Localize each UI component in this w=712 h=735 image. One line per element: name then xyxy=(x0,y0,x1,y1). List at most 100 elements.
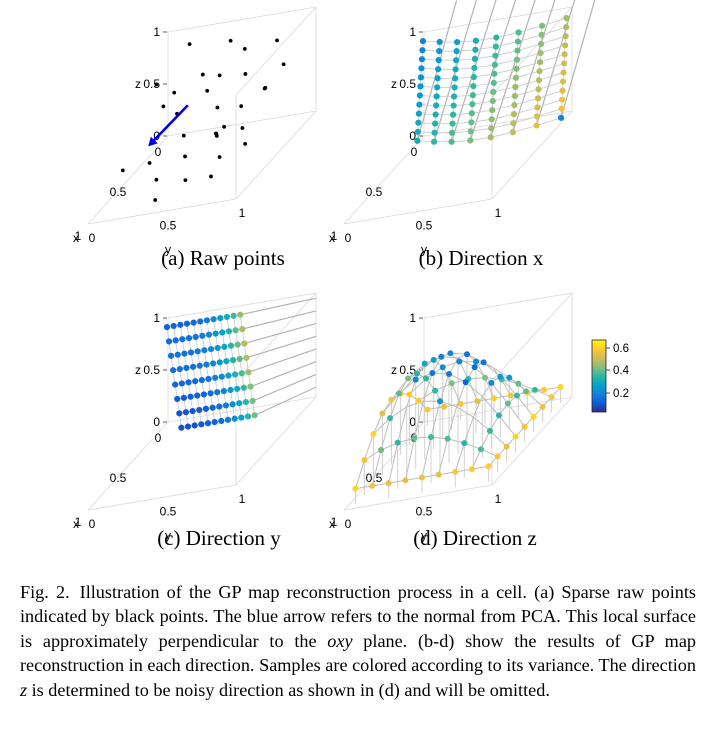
gp-sample xyxy=(198,421,205,428)
gp-sample xyxy=(468,466,475,473)
gp-line xyxy=(252,373,317,402)
gp-sample xyxy=(485,463,492,470)
gp-sample xyxy=(534,104,541,111)
gp-sample xyxy=(454,38,461,46)
gp-sample xyxy=(241,340,248,347)
gp-sample xyxy=(507,392,514,399)
gp-sample xyxy=(240,384,247,391)
raw-point xyxy=(154,177,159,182)
axis-box-line xyxy=(235,292,317,382)
gp-sample xyxy=(199,332,206,339)
z-tick-label: 0 xyxy=(409,129,416,143)
axis-box-line xyxy=(87,484,237,511)
x-tick-label: 0 xyxy=(155,431,162,445)
gp-sample xyxy=(494,453,501,460)
gp-sample xyxy=(480,359,487,366)
gp-sample xyxy=(419,47,426,54)
gp-sample xyxy=(539,403,546,410)
y-axis-label: y xyxy=(421,529,427,543)
gp-sample xyxy=(174,351,181,358)
gp-sample xyxy=(223,313,230,321)
axis-box-line xyxy=(491,110,573,200)
gp-sample xyxy=(491,395,497,402)
gp-sample xyxy=(468,110,475,117)
gp-sample xyxy=(470,73,477,81)
gp-sample xyxy=(196,406,203,414)
x-tick-label: 1 xyxy=(331,515,338,529)
gp-sample xyxy=(198,377,205,384)
x-tick-label: 1 xyxy=(331,229,338,243)
gp-sample xyxy=(174,395,181,403)
raw-point xyxy=(281,62,286,67)
gp-sample xyxy=(559,87,566,94)
gp-sample xyxy=(535,77,543,84)
gp-sample xyxy=(207,346,215,353)
gp-sample xyxy=(434,75,441,82)
gp-sample xyxy=(211,419,218,426)
gp-sample xyxy=(238,414,245,421)
gp-sample xyxy=(231,415,238,422)
gp-sample xyxy=(414,128,421,135)
x-axis-label: x xyxy=(73,517,79,531)
colorbar-gradient xyxy=(591,339,607,413)
y-tick-label: 0.5 xyxy=(160,505,177,519)
gp-sample xyxy=(497,373,504,380)
gp-sample xyxy=(388,396,395,403)
gp-sample xyxy=(560,69,567,76)
gp-sample xyxy=(563,14,570,22)
gp-sample xyxy=(187,349,195,356)
axis-box-line xyxy=(167,6,317,33)
gp-sample xyxy=(405,375,412,382)
raw-point xyxy=(153,198,158,202)
gp-sample xyxy=(203,361,210,368)
gp-sample xyxy=(224,416,232,423)
gp-sample xyxy=(178,380,185,387)
axis-box-line xyxy=(235,396,317,486)
gp-sample xyxy=(170,367,177,374)
gp-sample xyxy=(238,370,245,377)
gp-sample xyxy=(229,357,237,364)
caption-math-oxy: oxy xyxy=(327,630,353,651)
gp-sample xyxy=(176,410,183,417)
raw-point xyxy=(200,72,205,77)
gp-sample xyxy=(167,352,175,359)
axis-box-line xyxy=(343,135,425,225)
raw-point xyxy=(214,131,219,136)
raw-point xyxy=(242,47,247,51)
gp-sample xyxy=(239,326,246,333)
gp-sample xyxy=(439,364,446,371)
gp-sample xyxy=(207,390,214,397)
gp-sample xyxy=(179,336,186,343)
gp-sample xyxy=(369,482,376,489)
x-axis-label: x xyxy=(329,231,335,245)
x-tick-label: 0 xyxy=(155,145,162,159)
gp-sample xyxy=(201,347,208,354)
gp-sample xyxy=(489,107,496,114)
gp-sample xyxy=(210,316,217,323)
gp-sample xyxy=(178,424,185,431)
gp-sample xyxy=(473,358,479,365)
gp-sample xyxy=(530,413,537,420)
gp-sample xyxy=(185,335,193,342)
gp-sample xyxy=(491,70,498,77)
gp-sample xyxy=(191,422,198,429)
gp-sample xyxy=(446,371,452,378)
z-axis-label: z xyxy=(391,77,397,91)
x-tick-label: 1 xyxy=(75,515,82,529)
gp-sample xyxy=(194,392,201,399)
gp-sample xyxy=(352,485,359,492)
gp-sample xyxy=(412,376,419,383)
x-tick-label: 0.5 xyxy=(110,471,127,485)
axis-box-line xyxy=(167,396,317,423)
gp-sample xyxy=(449,120,456,127)
y-tick-label: 1 xyxy=(495,206,502,220)
gp-sample xyxy=(504,400,511,407)
gp-sample xyxy=(394,439,401,446)
gp-sample xyxy=(245,369,252,376)
y-axis-label: y xyxy=(165,529,171,543)
gp-sample xyxy=(490,88,497,96)
gp-sample xyxy=(216,359,223,366)
gp-sample xyxy=(232,371,239,378)
colorbar-tick-0.4: 0.4 xyxy=(613,365,630,377)
gp-sample xyxy=(487,134,494,141)
